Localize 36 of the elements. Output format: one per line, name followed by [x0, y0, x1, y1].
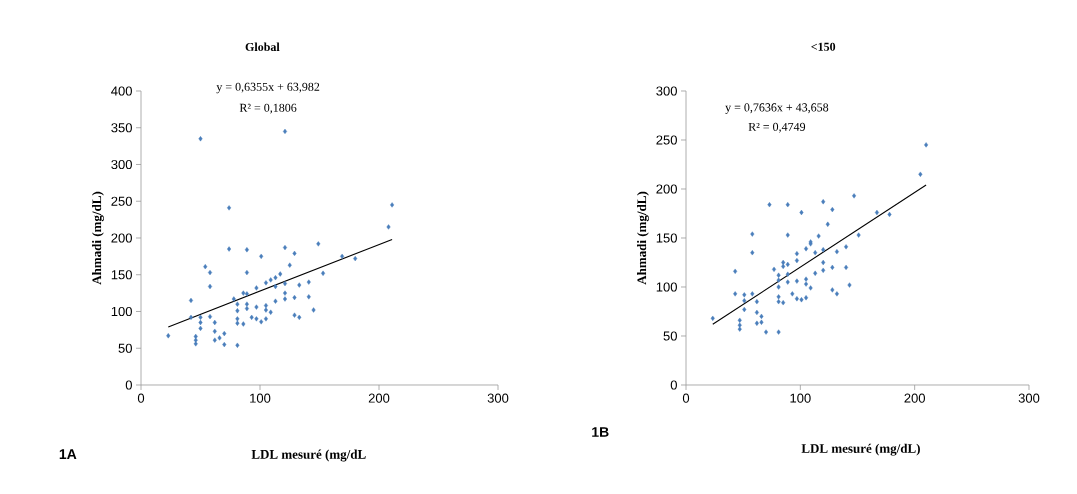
- x-tick-label: 0: [682, 393, 690, 403]
- x-tick-label: 300: [1018, 393, 1040, 403]
- y-tick-label: 350: [111, 123, 132, 133]
- annotation: y = 0,6355x + 63,982: [216, 82, 320, 94]
- text: 1B: [592, 427, 609, 437]
- x-tick-label: 200: [904, 393, 925, 403]
- y-tick-label: 400: [111, 86, 132, 96]
- x-tick-label: 200: [368, 393, 390, 403]
- y-tick-label: 200: [656, 184, 677, 194]
- chart-title: Global: [245, 42, 280, 51]
- y-tick-label: 50: [663, 331, 677, 341]
- y-axis-title: Ahmadi (mg/dL): [92, 191, 104, 285]
- y-axis-title: Ahmadi (mg/dL): [637, 191, 649, 285]
- annotation: R² = 0,1806: [239, 103, 297, 114]
- chart-title: <150: [811, 42, 836, 51]
- y-tick-label: 150: [111, 270, 132, 280]
- y-tick-label: 250: [656, 135, 677, 145]
- x-axis-title: LDL mesuré (mg/dL: [251, 449, 366, 462]
- x-tick-label: 100: [250, 393, 271, 403]
- y-tick-label: 300: [111, 159, 132, 170]
- y-tick-label: 0: [125, 380, 132, 390]
- y-tick-label: 250: [111, 196, 132, 206]
- y-tick-label: 150: [656, 233, 677, 243]
- annotation: y = 0,7636x + 43,658: [725, 103, 829, 114]
- x-tick-label: 300: [487, 393, 509, 403]
- x-tick-label: 0: [137, 393, 145, 403]
- y-tick-label: 100: [111, 306, 132, 317]
- text: 1A: [59, 449, 77, 459]
- x-axis-title: LDL mesuré (mg/dL): [801, 443, 920, 456]
- y-tick-label: 100: [656, 282, 677, 292]
- x-tick-label: 100: [790, 393, 811, 403]
- y-tick-label: 200: [111, 233, 132, 243]
- y-tick-label: 300: [656, 86, 677, 96]
- y-tick-label: 0: [670, 380, 677, 390]
- annotation: R² = 0,4749: [748, 122, 806, 133]
- y-tick-label: 50: [118, 343, 132, 353]
